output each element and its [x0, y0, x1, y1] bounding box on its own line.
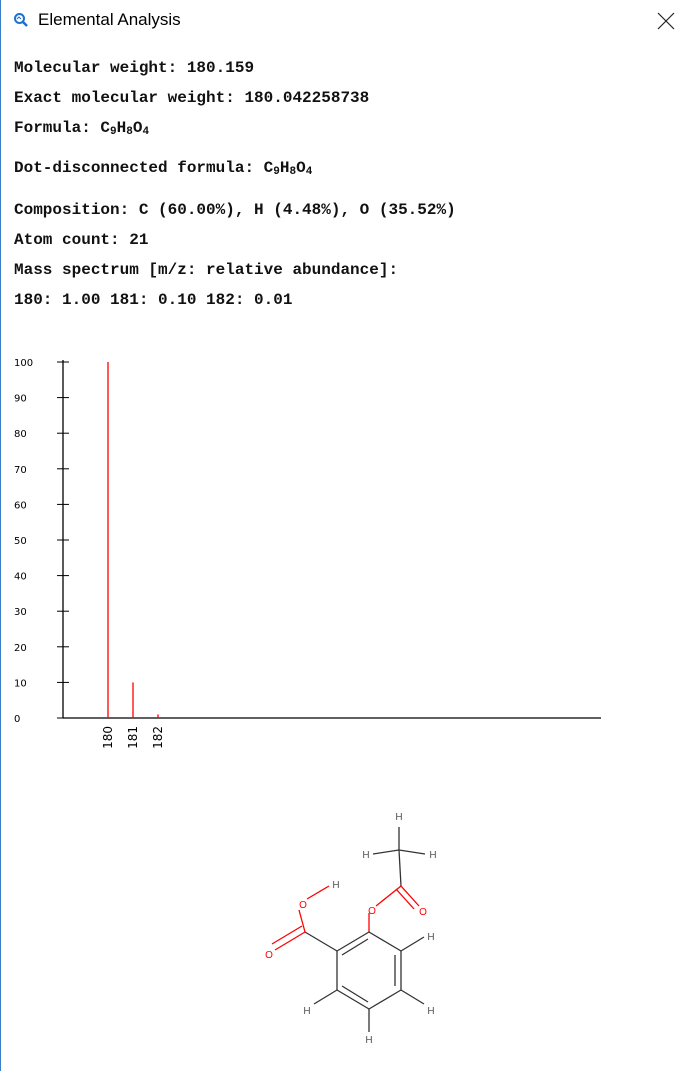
formula-element: H: [279, 159, 290, 177]
y-tick-label: 10: [14, 678, 27, 689]
composition: Composition: C (60.00%), H (4.48%), O (3…: [14, 201, 456, 219]
bond: [298, 909, 306, 933]
bond: [341, 985, 369, 1003]
bond: [336, 989, 370, 1010]
window-title: Elemental Analysis: [38, 10, 181, 29]
bond: [336, 931, 370, 952]
x-tick-label: 180: [101, 726, 115, 749]
y-tick-label: 70: [14, 465, 27, 476]
formula: Formula: C9H8O4: [14, 119, 150, 138]
atom-label-h: H: [362, 850, 369, 861]
y-tick-label: 50: [14, 536, 27, 547]
bond: [271, 925, 303, 945]
atom-label-o: O: [419, 907, 427, 918]
y-tick-label: 40: [14, 572, 27, 583]
formula-subscript: 8: [289, 166, 297, 178]
bond: [395, 888, 415, 910]
y-tick-label: 100: [14, 358, 33, 369]
atom-label-h: H: [365, 1035, 372, 1046]
dot-formula-label: Dot-disconnected formula:: [14, 159, 264, 177]
bond: [306, 885, 330, 900]
molecule-structure: H H H O O H H H H O H O: [265, 812, 437, 1046]
y-tick-label: 80: [14, 429, 27, 440]
dot-formula-value: C9H8O4: [263, 159, 313, 178]
atom-label-o: O: [265, 950, 273, 961]
formula-subscript: 9: [110, 126, 117, 138]
formula-element: C: [263, 159, 274, 177]
bond: [341, 938, 369, 956]
exact-molecular-weight: Exact molecular weight: 180.042258738: [14, 89, 370, 107]
bond: [274, 931, 306, 951]
formula-subscript: 9: [273, 166, 280, 178]
formula-subscript: 8: [126, 126, 133, 138]
y-tick-label: 0: [14, 714, 20, 725]
bond: [368, 931, 402, 952]
bond: [372, 849, 400, 855]
formula-subscript: 4: [305, 166, 313, 178]
atom-label-h: H: [332, 880, 339, 891]
bond: [304, 931, 338, 952]
atom-label-h: H: [427, 932, 434, 943]
mass-spectrum-chart: 0 10 20 30 40 50 60 70 80 90 100 180 181 182: [14, 358, 601, 749]
close-x-icon: [657, 12, 675, 30]
close-button[interactable]: [647, 4, 685, 36]
atom-label-h: H: [427, 1006, 434, 1017]
bond: [400, 885, 420, 907]
atom-label-h: H: [429, 850, 436, 861]
formula-element: O: [296, 159, 306, 177]
x-tick-label: 181: [126, 726, 140, 749]
mass-spectrum-header: Mass spectrum [m/z: relative abundance]:: [14, 261, 399, 279]
y-tick-label: 30: [14, 607, 27, 618]
mass-spectrum-values: 180: 1.00 181: 0.10 182: 0.01: [14, 291, 293, 309]
atom-label-o: O: [299, 900, 307, 911]
formula-element: C: [100, 119, 111, 137]
bond: [400, 936, 425, 952]
molecular-weight: Molecular weight: 180.159: [14, 59, 255, 77]
atom-label-h: H: [395, 812, 402, 823]
formula-subscript: 4: [142, 126, 150, 138]
x-tick-label: 182: [151, 726, 165, 749]
y-tick-label: 20: [14, 643, 27, 654]
formula-element: H: [116, 119, 127, 137]
bond: [375, 885, 402, 907]
bond: [368, 989, 402, 1010]
bond: [398, 849, 426, 855]
y-tick-label: 90: [14, 394, 27, 405]
dot-disconnected-formula: Dot-disconnected formula: C9H8O4: [14, 159, 313, 178]
bond: [313, 989, 338, 1005]
atom-count: Atom count: 21: [14, 231, 149, 249]
formula-element: O: [132, 119, 143, 137]
search-magnifier-icon: [13, 12, 29, 28]
bond: [398, 849, 402, 887]
bond: [400, 989, 425, 1005]
atom-label-h: H: [303, 1006, 310, 1017]
formula-label: Formula:: [14, 119, 101, 137]
atom-label-o: O: [368, 906, 376, 917]
formula-value: C9H8O4: [100, 119, 150, 138]
y-tick-label: 60: [14, 500, 27, 511]
title-bar[interactable]: Elemental Analysis: [1, 0, 687, 40]
